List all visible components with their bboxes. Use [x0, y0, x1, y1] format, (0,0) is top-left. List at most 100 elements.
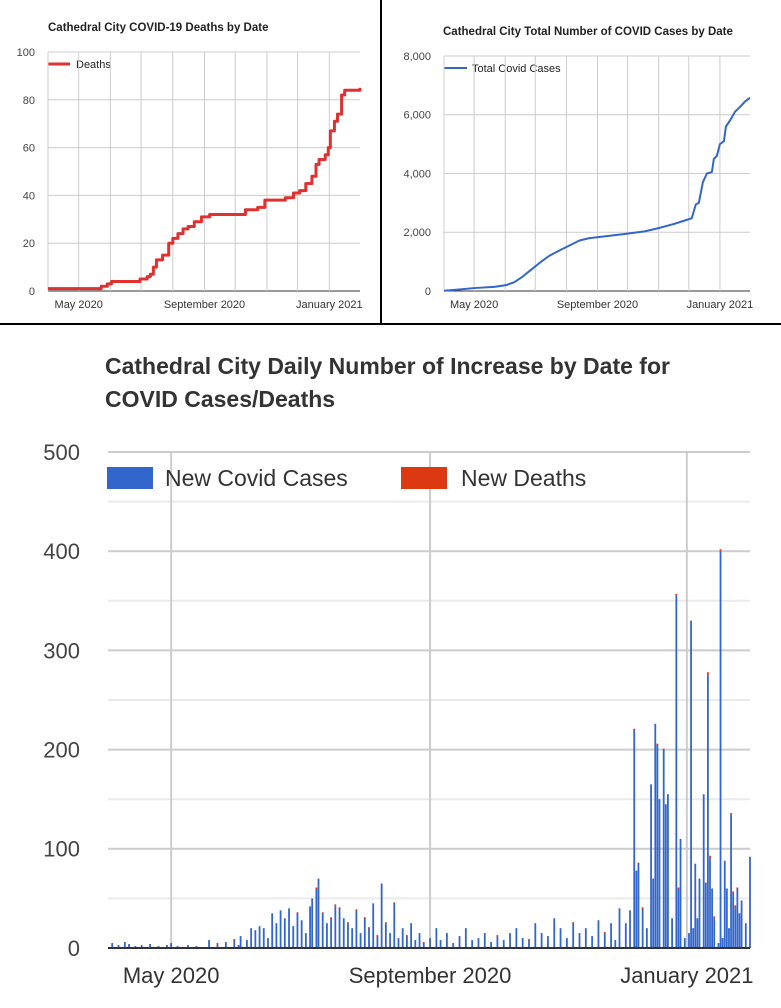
gridlines [108, 451, 750, 949]
new-cases-bar [452, 943, 455, 948]
new-cases-bar [736, 888, 739, 948]
new-cases-bar [267, 938, 269, 948]
new-cases-bar [614, 940, 617, 948]
daily-increase-chart: Cathedral City Daily Number of Increase … [43, 353, 753, 988]
new-deaths-bar [422, 942, 425, 944]
new-deaths-bar [572, 922, 575, 924]
deaths-legend-label[interactable]: Deaths [76, 59, 111, 71]
new-cases-bar [725, 888, 728, 948]
new-cases-bar [111, 943, 114, 948]
new-cases-legend-label[interactable]: New Covid Cases [165, 465, 348, 491]
x-tick-label: May 2020 [55, 299, 103, 311]
new-cases-bar [418, 933, 421, 948]
new-cases-bar [397, 938, 400, 948]
new-cases-bar [683, 938, 686, 948]
new-cases-bar [730, 814, 732, 948]
new-cases-bar [296, 913, 299, 948]
new-deaths-bar [368, 927, 370, 929]
new-deaths-bar [405, 935, 408, 937]
new-deaths-bar [675, 593, 678, 596]
y-tick-label: 100 [17, 47, 35, 59]
new-cases-bar [258, 926, 261, 948]
y-tick-label: 6,000 [403, 110, 431, 122]
new-cases-bar [675, 595, 678, 948]
new-cases-bar [662, 749, 665, 948]
new-cases-bar [283, 918, 286, 948]
new-cases-bar [502, 940, 505, 948]
total-cases-legend-label[interactable]: Total Covid Cases [472, 63, 561, 75]
x-tick-label: September 2020 [557, 299, 638, 311]
new-cases-bar [610, 923, 612, 948]
new-cases-bar [704, 883, 707, 948]
daily-chart-title-line1: Cathedral City Daily Number of Increase … [105, 353, 670, 379]
new-cases-bar [384, 923, 387, 948]
new-cases-bar [509, 933, 511, 948]
new-cases-bar [170, 943, 173, 948]
new-cases-bar [496, 936, 499, 948]
new-cases-bar [624, 923, 627, 948]
new-cases-bar [271, 913, 274, 948]
new-cases-bar [292, 926, 295, 948]
new-deaths-bar [528, 939, 530, 941]
new-cases-bar [603, 933, 606, 948]
y-tick-label: 60 [23, 143, 35, 155]
new-cases-bar [326, 923, 328, 948]
new-cases-bar [717, 943, 720, 948]
new-cases-bar [363, 918, 366, 948]
new-cases-bar [317, 878, 320, 948]
new-cases-bar [321, 913, 324, 948]
series-line [48, 87, 362, 291]
new-cases-bar [641, 908, 644, 948]
new-cases-bar [347, 923, 349, 948]
new-deaths-bar [662, 748, 665, 751]
new-cases-bar [368, 928, 370, 948]
new-deaths-bar [363, 917, 366, 919]
new-deaths-bar [393, 902, 396, 904]
new-deaths-bar [719, 549, 722, 552]
new-cases-bar [584, 928, 587, 948]
new-cases-bar [422, 943, 425, 948]
new-cases-bar [721, 938, 724, 948]
new-cases-bar [208, 940, 210, 948]
new-cases-bar [553, 918, 556, 948]
new-cases-bar [694, 863, 697, 948]
y-tick-label: 40 [23, 190, 35, 202]
new-cases-bar [723, 860, 726, 948]
new-cases-bar [117, 945, 120, 948]
new-cases-bar [401, 928, 404, 948]
new-cases-bar [330, 918, 333, 948]
new-cases-bar [732, 893, 735, 948]
new-cases-bar [578, 933, 581, 948]
new-cases-bar [166, 945, 168, 948]
new-deaths-legend-swatch [401, 467, 447, 489]
new-deaths-bar [330, 917, 333, 919]
x-tick-label: January 2021 [687, 299, 754, 311]
new-cases-bar [393, 903, 396, 948]
new-deaths-bar [315, 887, 318, 889]
new-cases-bar [656, 744, 659, 948]
new-cases-bar [458, 936, 461, 948]
new-cases-bar [149, 944, 151, 948]
new-cases-bar [547, 936, 549, 948]
new-cases-bar [692, 928, 695, 948]
new-cases-bar [677, 888, 680, 948]
new-deaths-bar [730, 813, 732, 815]
new-cases-bar [709, 858, 711, 948]
new-cases-bar [351, 928, 354, 948]
new-cases-bar [376, 936, 379, 948]
deaths-chart: Cathedral City COVID-19 Deaths by Date D… [17, 22, 363, 311]
y-tick-label: 0 [425, 286, 431, 298]
new-deaths-bar [704, 882, 707, 885]
x-tick-label: September 2020 [349, 963, 512, 988]
new-deaths-legend-label[interactable]: New Deaths [461, 465, 586, 491]
new-cases-bar [262, 928, 265, 948]
new-cases-bar [429, 938, 431, 948]
new-cases-bar [559, 928, 562, 948]
new-cases-bar [597, 920, 600, 948]
new-deaths-bar [216, 943, 219, 945]
new-cases-bar [435, 928, 438, 948]
new-cases-bar [187, 945, 189, 948]
new-deaths-bar [732, 891, 735, 894]
